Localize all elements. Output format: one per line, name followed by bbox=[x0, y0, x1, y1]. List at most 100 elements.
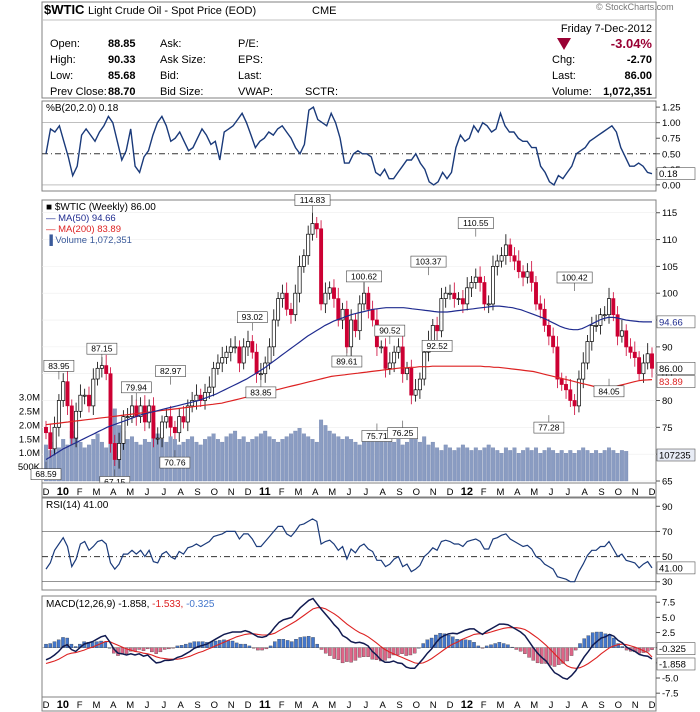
rsi-panel: 90 70 50 30 RSI(14) 41.00 41.00 bbox=[41, 497, 696, 591]
bottom-month-label: D bbox=[43, 700, 50, 711]
candle-up bbox=[185, 405, 190, 423]
volume-bar bbox=[555, 453, 560, 482]
candle-up bbox=[228, 346, 233, 353]
volume-bar bbox=[568, 450, 573, 482]
macd-histogram-bar bbox=[650, 647, 654, 650]
month-label: A bbox=[581, 487, 588, 498]
macd-histogram-bar bbox=[175, 645, 180, 648]
candle-down bbox=[555, 346, 560, 380]
macd-histogram-bar bbox=[171, 647, 175, 649]
volume-bar bbox=[473, 447, 478, 482]
bottom-month-label: A bbox=[379, 700, 386, 711]
macd-histogram-bar bbox=[455, 639, 459, 648]
candle-down bbox=[254, 351, 259, 375]
bottom-month-label: J bbox=[347, 700, 352, 711]
volume-bar bbox=[241, 436, 246, 482]
price-x-axis bbox=[41, 482, 657, 498]
candle-up bbox=[495, 260, 500, 267]
macd-histogram-bar bbox=[222, 639, 226, 648]
candle-up bbox=[645, 353, 650, 364]
candle-up bbox=[164, 416, 169, 423]
volume-bar bbox=[211, 433, 216, 482]
volume-bar bbox=[310, 439, 315, 482]
annotation-label: 93.02 bbox=[242, 312, 264, 322]
macd-histogram-bar bbox=[306, 636, 311, 648]
month-label: A bbox=[514, 487, 521, 498]
volume-bar bbox=[443, 444, 448, 482]
volume-bar bbox=[134, 441, 139, 482]
volume-bar bbox=[194, 441, 199, 482]
candle-up bbox=[379, 346, 384, 349]
month-label: O bbox=[413, 487, 420, 498]
macd-histogram-bar bbox=[417, 647, 421, 649]
macd-last-label-box bbox=[656, 657, 696, 671]
candle-up bbox=[602, 314, 607, 317]
bottom-month-label: J bbox=[565, 700, 570, 711]
macd-histogram-bar bbox=[620, 646, 625, 648]
macd-histogram-bar bbox=[188, 642, 192, 648]
macd-histogram-bar bbox=[124, 647, 129, 654]
macd-histogram-bar bbox=[446, 634, 451, 648]
macd-histogram-bar bbox=[294, 639, 298, 648]
macd-histogram-bar bbox=[162, 647, 167, 650]
macd-histogram-bar bbox=[400, 647, 404, 654]
volume-bar bbox=[250, 439, 255, 482]
candle-up bbox=[297, 266, 302, 294]
month-label: F bbox=[77, 487, 83, 498]
macd-histogram-bar bbox=[472, 642, 476, 648]
bottom-month-label: J bbox=[363, 700, 368, 711]
candle-up bbox=[258, 373, 263, 376]
macd-histogram-bar bbox=[243, 643, 247, 648]
macd-histogram-bar bbox=[52, 641, 57, 648]
ma50-last-label: 94.66 bbox=[659, 317, 683, 328]
macd-histogram-bar bbox=[493, 643, 497, 648]
annotation-box bbox=[331, 355, 363, 368]
candle-down bbox=[538, 303, 543, 310]
candle-up bbox=[276, 298, 281, 321]
candle-up bbox=[357, 303, 362, 332]
chg-value: -2.70 bbox=[627, 54, 652, 66]
candle-down bbox=[172, 426, 177, 434]
macd-histogram-bar bbox=[569, 647, 574, 656]
bottom-month-label: O bbox=[615, 700, 622, 711]
macd-histogram-bar bbox=[137, 647, 141, 650]
macd-histogram-bar bbox=[451, 636, 455, 648]
chg-label: Chg: bbox=[552, 54, 575, 66]
macd-histogram-bar bbox=[590, 632, 595, 648]
volume-bar bbox=[448, 447, 452, 482]
bottom-month-label: M bbox=[295, 700, 303, 711]
high-label: High: bbox=[50, 54, 76, 66]
candle-up bbox=[220, 357, 225, 364]
candle-up bbox=[405, 367, 409, 375]
volume-bar bbox=[426, 444, 431, 482]
volume-bar bbox=[478, 450, 483, 482]
month-label: D bbox=[245, 487, 252, 498]
macd-signal-line bbox=[45, 607, 653, 669]
pe-label: P/E: bbox=[238, 38, 259, 50]
candle-down bbox=[482, 282, 487, 305]
macd-tick-label: 5.0 bbox=[662, 613, 675, 624]
candle-up bbox=[130, 405, 134, 417]
macd-histogram-bar bbox=[603, 633, 608, 648]
candle-down bbox=[409, 367, 414, 396]
candle-up bbox=[117, 443, 122, 460]
volume-bar bbox=[585, 450, 590, 482]
volume-bar bbox=[460, 444, 465, 482]
volume-bar bbox=[263, 430, 268, 482]
candle-up bbox=[443, 292, 448, 299]
annotation-label: 89.61 bbox=[336, 356, 358, 366]
bottom-month-label: N bbox=[632, 700, 639, 711]
macd-histogram-bar bbox=[234, 642, 239, 648]
candle-down bbox=[332, 287, 336, 299]
bottom-month-label: D bbox=[649, 700, 656, 711]
panel-frame bbox=[41, 100, 657, 192]
volume-bar bbox=[482, 447, 487, 482]
volume-bar bbox=[452, 450, 457, 482]
macd-histogram-bar bbox=[167, 647, 171, 650]
bottom-month-label: 11 bbox=[259, 699, 271, 711]
price-last-label: 86.00 bbox=[659, 364, 683, 375]
macd-histogram-bar bbox=[510, 646, 514, 648]
macd-histogram-bar bbox=[69, 643, 74, 648]
candle-down bbox=[572, 400, 577, 407]
candle-down bbox=[344, 308, 349, 348]
